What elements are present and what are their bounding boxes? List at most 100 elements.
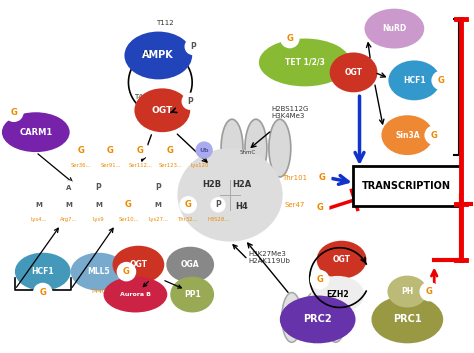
Circle shape [151, 181, 165, 195]
Text: G: G [316, 203, 323, 213]
Circle shape [91, 198, 106, 212]
Text: G: G [107, 145, 114, 155]
Ellipse shape [103, 277, 167, 312]
Text: TET 1/2/3: TET 1/2/3 [285, 58, 325, 67]
Text: Ser10...: Ser10... [118, 217, 139, 222]
Text: M: M [65, 202, 72, 208]
Text: Ub: Ub [200, 148, 209, 152]
Text: H2BS112G
H3K4Me3: H2BS112G H3K4Me3 [272, 106, 309, 119]
Text: OGT: OGT [333, 255, 351, 264]
Ellipse shape [387, 276, 427, 307]
Ellipse shape [170, 277, 214, 312]
Circle shape [132, 142, 148, 158]
Text: Ser123...: Ser123... [158, 162, 182, 168]
Text: Aurora B: Aurora B [120, 292, 151, 297]
Text: M: M [36, 202, 42, 208]
Ellipse shape [317, 241, 366, 279]
Circle shape [102, 142, 118, 158]
Text: T444: T444 [134, 94, 151, 100]
Ellipse shape [304, 293, 324, 342]
Text: H4: H4 [236, 202, 248, 211]
Text: G: G [137, 145, 144, 155]
Ellipse shape [282, 293, 302, 342]
Text: OGT: OGT [345, 68, 363, 77]
Text: HCF1: HCF1 [31, 267, 54, 276]
Ellipse shape [312, 277, 364, 312]
Ellipse shape [280, 295, 356, 343]
Text: Thr32...: Thr32... [178, 217, 199, 222]
Text: Arg7...: Arg7... [60, 217, 77, 222]
Text: HCF1: HCF1 [403, 76, 426, 85]
Circle shape [180, 197, 196, 213]
Circle shape [185, 38, 201, 54]
Text: M: M [155, 202, 162, 208]
Circle shape [91, 181, 106, 195]
Ellipse shape [15, 253, 71, 291]
Circle shape [425, 126, 443, 144]
Text: Sin3A: Sin3A [395, 131, 419, 140]
Circle shape [151, 198, 165, 212]
Text: T112: T112 [156, 20, 174, 26]
Ellipse shape [245, 119, 267, 177]
FancyBboxPatch shape [353, 166, 461, 206]
Text: T440: T440 [91, 289, 107, 294]
Text: AMPK: AMPK [142, 50, 174, 60]
Circle shape [62, 181, 76, 195]
Circle shape [196, 142, 212, 158]
Text: P: P [96, 184, 101, 192]
Text: Ser91...: Ser91... [100, 162, 121, 168]
Circle shape [432, 71, 450, 89]
Text: MLL5: MLL5 [87, 267, 110, 276]
Text: Lys9: Lys9 [93, 217, 104, 222]
Text: EZH2: EZH2 [326, 290, 349, 299]
Text: G: G [123, 267, 130, 276]
Circle shape [5, 103, 23, 121]
Text: G: G [286, 34, 293, 43]
Circle shape [211, 198, 225, 212]
Text: Thr101: Thr101 [282, 175, 307, 181]
Text: G: G [167, 145, 173, 155]
Circle shape [313, 169, 331, 187]
Ellipse shape [326, 293, 346, 342]
Text: TRANSCRIPTION: TRANSCRIPTION [362, 181, 451, 191]
Text: H3: H3 [212, 202, 224, 211]
Text: H3S28...: H3S28... [207, 217, 229, 222]
Circle shape [162, 142, 178, 158]
Text: Ser112...: Ser112... [128, 162, 152, 168]
Text: H3K27Me3
H2AK119Ub: H3K27Me3 H2AK119Ub [248, 251, 290, 264]
Ellipse shape [166, 247, 214, 283]
Text: H2B: H2B [202, 180, 222, 190]
Text: Lys27...: Lys27... [148, 217, 168, 222]
Ellipse shape [269, 119, 291, 177]
Text: G: G [318, 173, 325, 183]
Text: G: G [77, 145, 84, 155]
Text: PH: PH [401, 287, 413, 296]
Circle shape [182, 93, 198, 109]
Text: P: P [187, 97, 193, 106]
Ellipse shape [112, 246, 164, 283]
Text: Ser36...: Ser36... [71, 162, 91, 168]
Circle shape [34, 283, 52, 301]
Ellipse shape [221, 119, 243, 177]
Text: OGT: OGT [129, 260, 147, 269]
Circle shape [120, 197, 137, 213]
Ellipse shape [382, 115, 433, 155]
Text: G: G [431, 131, 438, 140]
Ellipse shape [71, 253, 127, 291]
Ellipse shape [259, 38, 351, 86]
Text: A: A [66, 185, 72, 191]
Text: G: G [10, 108, 18, 117]
Ellipse shape [2, 112, 70, 152]
Text: G: G [125, 201, 132, 209]
Text: G: G [39, 288, 46, 297]
Text: S75: S75 [331, 279, 343, 284]
Text: NuRD: NuRD [382, 24, 407, 33]
Text: PP1: PP1 [184, 290, 201, 299]
Text: G: G [438, 76, 445, 85]
Text: M: M [95, 202, 102, 208]
Circle shape [73, 142, 89, 158]
Ellipse shape [372, 295, 443, 343]
Text: H2A: H2A [232, 180, 252, 190]
Ellipse shape [135, 88, 190, 132]
Ellipse shape [178, 149, 282, 241]
